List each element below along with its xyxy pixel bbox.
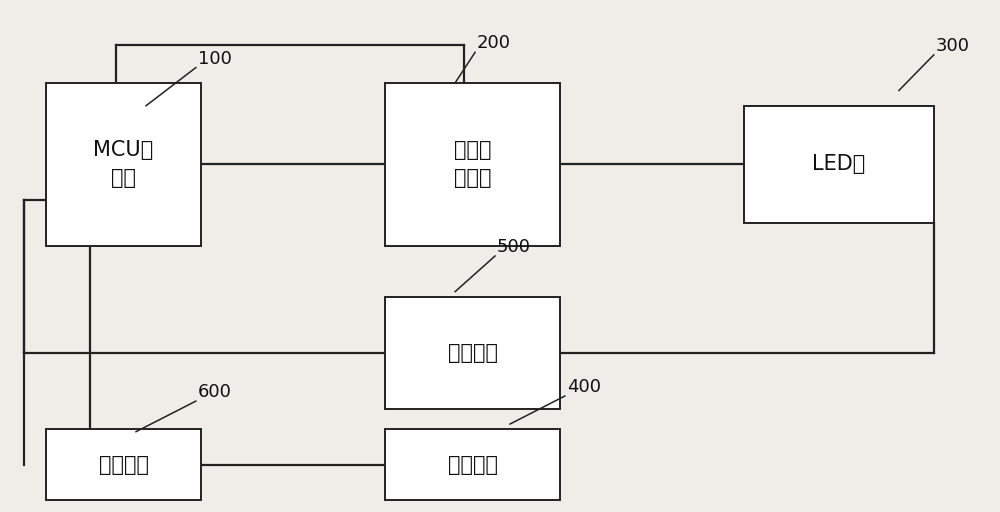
Text: MCU控
制器: MCU控 制器 — [93, 140, 154, 188]
Text: 检测单元: 检测单元 — [448, 343, 498, 363]
Text: 400: 400 — [567, 378, 601, 396]
Text: 输入单元: 输入单元 — [448, 455, 498, 475]
Text: 防护单元: 防护单元 — [99, 455, 149, 475]
Bar — [385, 297, 560, 409]
Text: 100: 100 — [198, 50, 232, 68]
Text: 恒流驱
动单元: 恒流驱 动单元 — [454, 140, 491, 188]
Bar — [46, 83, 201, 246]
Text: 200: 200 — [477, 34, 511, 52]
Bar — [744, 106, 934, 223]
Bar — [46, 429, 201, 500]
Text: 600: 600 — [198, 383, 232, 401]
Bar — [385, 429, 560, 500]
Text: 300: 300 — [936, 37, 970, 55]
Text: 500: 500 — [497, 238, 531, 256]
Bar — [385, 83, 560, 246]
Text: LED灯: LED灯 — [812, 154, 866, 175]
